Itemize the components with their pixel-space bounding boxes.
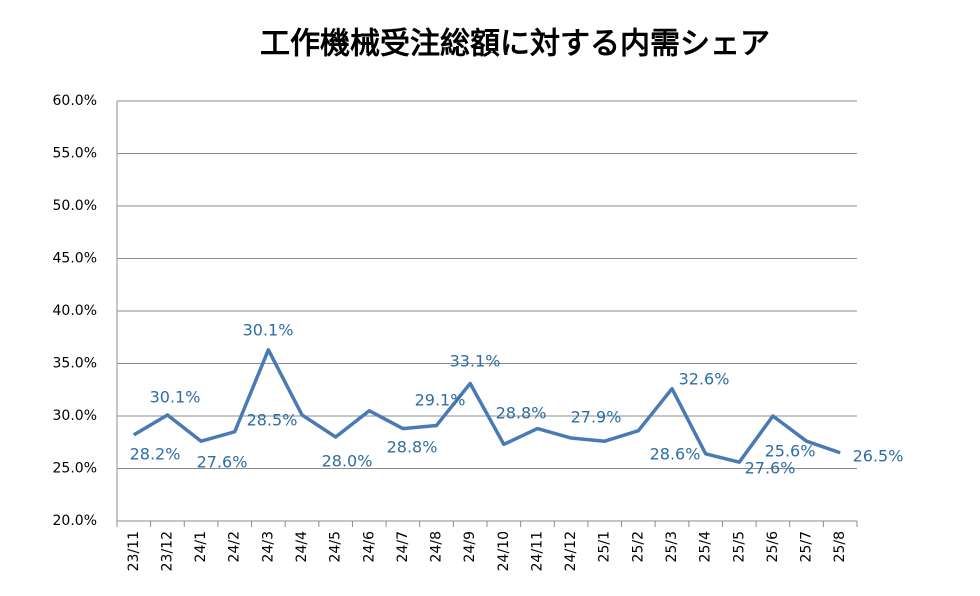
data-line — [132, 348, 841, 464]
data-label: 28.2% — [130, 445, 181, 464]
y-tick-label: 45.0% — [53, 251, 97, 267]
data-label: 30.1% — [150, 388, 201, 407]
data-label: 28.8% — [496, 404, 547, 423]
x-tick-label: 25/5 — [731, 531, 747, 562]
x-tick-label: 24/6 — [361, 531, 377, 563]
data-label: 27.6% — [745, 459, 796, 478]
data-label: 30.1% — [243, 321, 294, 340]
x-tick-label: 24/4 — [294, 531, 310, 563]
x-tick-label: 25/2 — [630, 531, 646, 562]
x-tick-label: 24/8 — [429, 531, 445, 562]
data-label: 28.5% — [247, 411, 298, 430]
y-tick-label: 60.0% — [53, 93, 97, 109]
x-tick-label: 24/9 — [462, 531, 478, 562]
x-tick-label: 25/8 — [832, 531, 848, 562]
data-label: 28.8% — [387, 438, 438, 457]
y-tick-label: 35.0% — [53, 356, 97, 372]
y-tick-label: 25.0% — [53, 461, 97, 477]
x-tick-label: 25/3 — [664, 531, 680, 562]
data-label: 26.5% — [853, 447, 904, 466]
data-label: 28.6% — [650, 445, 701, 464]
y-tick-label: 30.0% — [53, 408, 97, 424]
x-tick-label: 24/2 — [227, 531, 243, 562]
data-label: 33.1% — [450, 352, 501, 371]
data-label: 27.9% — [571, 408, 622, 427]
data-label: 27.6% — [197, 453, 248, 472]
y-tick-label: 40.0% — [53, 303, 97, 319]
x-tick-label: 24/3 — [260, 531, 276, 562]
x-tick-label: 23/11 — [126, 531, 142, 571]
x-tick-label: 25/4 — [698, 531, 714, 563]
x-tick-label: 24/1 — [193, 531, 209, 562]
x-tick-label: 25/1 — [597, 531, 613, 562]
y-tick-label: 55.0% — [53, 146, 97, 162]
chart-title: 工作機械受注総額に対する内需シェア — [260, 27, 770, 62]
x-tick-label: 25/6 — [765, 531, 781, 563]
x-tick-label: 24/11 — [529, 531, 545, 571]
data-label: 25.6% — [765, 442, 816, 461]
x-tick-label: 24/12 — [563, 531, 579, 571]
x-tick-label: 23/12 — [159, 531, 175, 571]
data-label: 28.0% — [322, 452, 373, 471]
x-tick-label: 25/7 — [799, 531, 815, 562]
x-tick-label: 24/7 — [395, 531, 411, 562]
x-tick-label: 24/5 — [328, 531, 344, 562]
data-label: 32.6% — [679, 370, 730, 389]
y-tick-label: 20.0% — [53, 513, 97, 529]
data-label: 29.1% — [415, 391, 466, 410]
y-tick-label: 50.0% — [53, 198, 97, 214]
x-tick-label: 24/10 — [496, 531, 512, 571]
